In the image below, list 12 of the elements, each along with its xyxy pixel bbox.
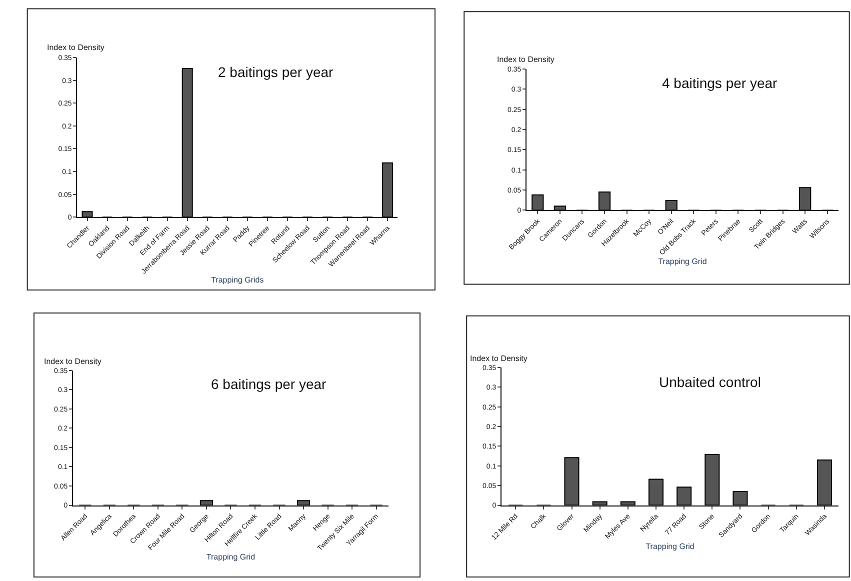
chart-title: 6 baitings per year [211, 376, 327, 392]
text: Unbaited control [659, 374, 761, 390]
x-axis-title: Trapping Grid [658, 256, 707, 266]
y-axis-title: Index to Density [44, 357, 102, 366]
y-axis-title: Index to Density [470, 354, 528, 363]
x-axis-title: Trapping Grids [211, 276, 264, 285]
y-axis-title: Index to Density [497, 55, 554, 64]
text: 4 baitings per year [662, 75, 778, 91]
x-axis-title: Trapping Grid [206, 552, 256, 562]
x-axis-title: Trapping Grid [646, 542, 694, 551]
text: 2 baitings per year [218, 64, 334, 80]
y-axis-title: Index to Density [47, 43, 104, 52]
